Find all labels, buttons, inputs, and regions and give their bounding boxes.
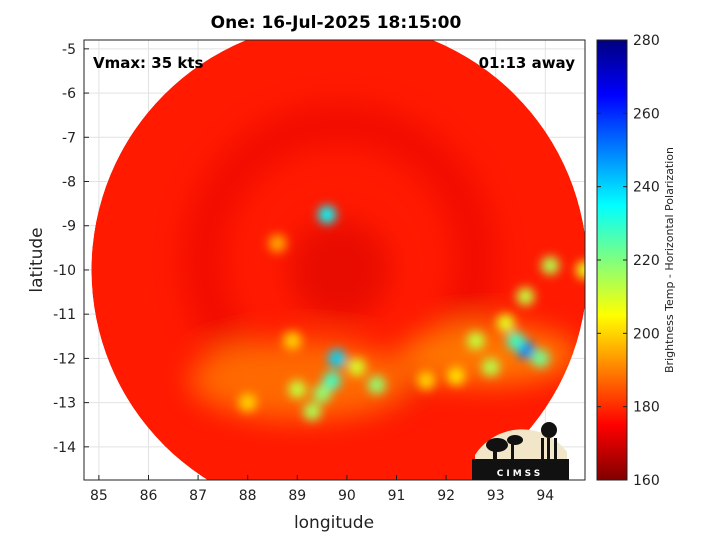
cold-feature-point bbox=[268, 234, 287, 253]
x-tick-label: 93 bbox=[487, 488, 505, 504]
x-tick-label: 88 bbox=[239, 488, 257, 504]
cold-feature-point bbox=[506, 331, 525, 350]
cold-feature-point bbox=[318, 205, 337, 224]
y-axis-label: latitude bbox=[27, 227, 47, 292]
y-tick-label: -8 bbox=[62, 175, 76, 191]
cloud-band bbox=[399, 324, 580, 385]
plot-frame bbox=[83, 39, 586, 481]
colorbar-ticks: 160 180 200 220 240 260 280 bbox=[597, 33, 660, 489]
colorbar-tick-label: 280 bbox=[633, 33, 660, 49]
cold-feature-point bbox=[288, 380, 307, 399]
chart-title: One: 16-Jul-2025 18:15:00 bbox=[211, 13, 462, 33]
y-tick-label: -11 bbox=[53, 307, 76, 323]
cold-feature-point bbox=[496, 314, 515, 333]
y-tick-label: -7 bbox=[62, 130, 76, 146]
cimss-logo: CIMSS bbox=[472, 422, 569, 480]
cold-feature-point bbox=[531, 349, 550, 368]
x-tick-label: 86 bbox=[140, 488, 158, 504]
x-tick-label: 94 bbox=[536, 488, 554, 504]
cold-feature-point bbox=[303, 402, 322, 421]
cold-feature-point bbox=[323, 371, 342, 390]
colorbar-tick-label: 220 bbox=[633, 253, 660, 269]
y-tick-label: -6 bbox=[62, 86, 76, 102]
cold-feature-point bbox=[516, 287, 535, 306]
x-tick-label: 85 bbox=[90, 488, 108, 504]
colorbar-tick-label: 200 bbox=[633, 326, 660, 342]
x-tick-label: 91 bbox=[388, 488, 406, 504]
y-tick-label: -9 bbox=[62, 219, 76, 235]
colorbar-tick-label: 180 bbox=[633, 400, 660, 416]
y-axis: -5 -6 -7 -8 -9 -10 -11 -12 -13 -14 bbox=[53, 42, 89, 456]
x-tick-label: 92 bbox=[437, 488, 455, 504]
logo-text: CIMSS bbox=[497, 469, 543, 479]
cold-features bbox=[238, 205, 585, 421]
y-tick-label: -5 bbox=[62, 42, 76, 58]
time-away-label: 01:13 away bbox=[479, 54, 576, 72]
swath-image bbox=[91, 40, 585, 480]
y-tick-label: -10 bbox=[53, 263, 76, 279]
colorbar-tick-label: 240 bbox=[633, 180, 660, 196]
x-axis: 85 86 87 88 89 90 91 92 93 94 bbox=[90, 475, 554, 504]
cold-feature-point bbox=[283, 331, 302, 350]
cold-feature-point bbox=[367, 375, 386, 394]
cold-feature-point bbox=[481, 358, 500, 377]
cold-feature-point bbox=[417, 371, 436, 390]
x-axis-label: longitude bbox=[294, 513, 374, 533]
cold-feature-point bbox=[466, 331, 485, 350]
colorbar: 160 180 200 220 240 260 280 Brightness Temp - … bbox=[596, 33, 676, 489]
y-tick-label: -12 bbox=[53, 351, 76, 367]
y-tick-label: -14 bbox=[53, 440, 76, 456]
cloud-band bbox=[289, 220, 390, 320]
colorbar-label: Brightness Temp - Horizontal Polarizatio… bbox=[663, 147, 676, 373]
x-tick-label: 87 bbox=[189, 488, 207, 504]
colorbar-tick-label: 160 bbox=[633, 473, 660, 489]
x-tick-label: 90 bbox=[338, 488, 356, 504]
cold-feature-point bbox=[447, 367, 466, 386]
cold-feature-point bbox=[576, 260, 585, 279]
colorbar-gradient bbox=[596, 39, 628, 481]
cold-feature-point bbox=[347, 358, 366, 377]
vmax-label: Vmax: 35 kts bbox=[93, 54, 203, 72]
colorbar-tick-label: 260 bbox=[633, 106, 660, 122]
y-tick-label: -13 bbox=[53, 396, 76, 412]
x-tick-label: 89 bbox=[288, 488, 306, 504]
cold-feature-point bbox=[541, 256, 560, 275]
cold-feature-point bbox=[238, 393, 257, 412]
cold-feature-point bbox=[327, 349, 346, 368]
cold-feature-point bbox=[313, 384, 332, 403]
